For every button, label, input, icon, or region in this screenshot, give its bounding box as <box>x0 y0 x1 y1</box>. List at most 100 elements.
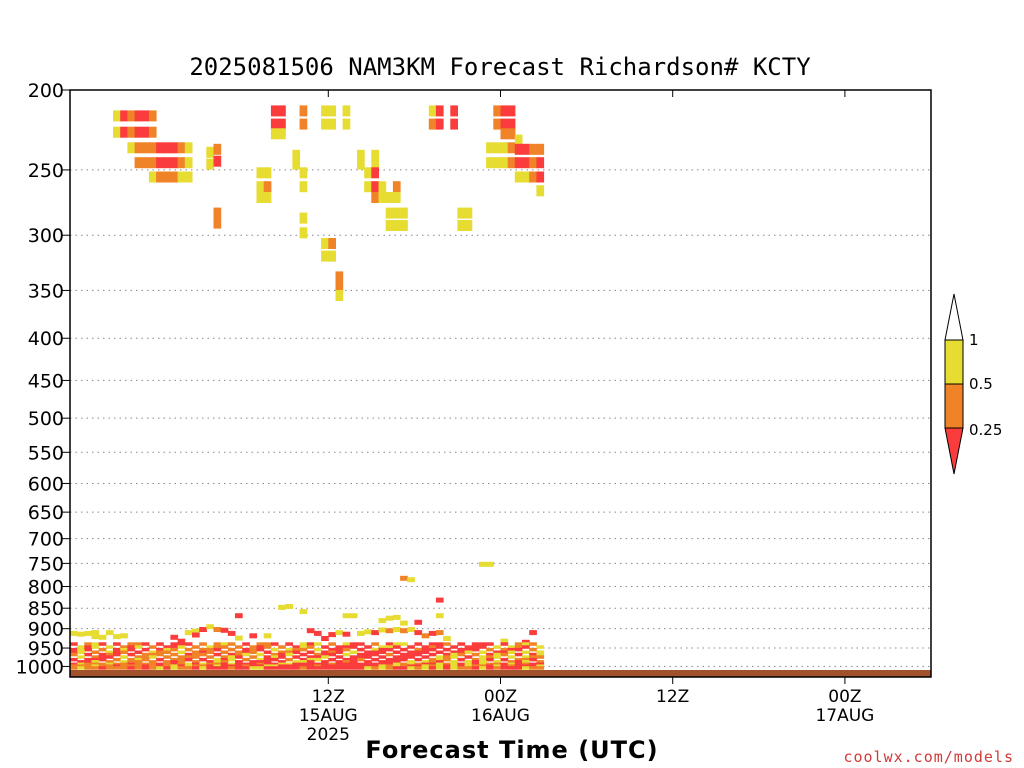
band-cell <box>392 662 401 667</box>
band-cell <box>98 652 107 657</box>
band-cell <box>357 664 365 668</box>
data-cell <box>134 157 143 169</box>
data-cell <box>184 157 193 169</box>
band-cell <box>120 660 128 664</box>
grid-lines <box>70 169 931 667</box>
band-cell <box>206 660 214 664</box>
band-cell <box>378 662 387 667</box>
data-cell <box>148 142 157 154</box>
data-cell <box>435 613 444 619</box>
band-cell <box>400 652 408 657</box>
band-cell <box>385 664 394 668</box>
x-tick-label: 00Z <box>484 687 517 707</box>
y-tick-label: 400 <box>28 328 64 350</box>
data-cell <box>364 629 372 635</box>
band-cell <box>428 652 437 657</box>
band-cell <box>357 655 365 659</box>
band-cell <box>421 655 430 659</box>
band-cell <box>213 645 222 649</box>
data-cell <box>335 271 344 283</box>
y-tick-label: 350 <box>28 280 64 302</box>
data-cell <box>457 220 466 231</box>
data-cell <box>328 250 336 262</box>
data-cell <box>127 142 136 154</box>
band-cell <box>98 655 107 659</box>
band-cell <box>357 666 365 670</box>
band-cell <box>134 655 143 659</box>
band-cell <box>306 660 315 664</box>
band-cell <box>235 660 243 664</box>
data-cell <box>342 105 351 117</box>
data-cell <box>536 143 545 155</box>
band-cell <box>127 645 136 649</box>
data-cell <box>163 157 171 169</box>
band-cell <box>500 647 509 652</box>
data-cell <box>213 143 222 155</box>
data-cell <box>163 171 171 183</box>
band-cell <box>278 652 286 657</box>
band-cell <box>235 650 243 654</box>
band-cell <box>328 664 336 668</box>
data-cell <box>464 220 473 231</box>
band-cell <box>184 642 193 646</box>
band-cell <box>493 650 501 654</box>
band-cell <box>278 650 286 654</box>
band-cell <box>206 666 214 670</box>
band-cell <box>170 666 179 670</box>
band-cell <box>134 645 143 649</box>
band-cell <box>371 650 379 654</box>
data-cell <box>148 126 157 138</box>
band-cell <box>206 650 214 654</box>
data-cell <box>385 220 394 231</box>
data-cell <box>357 158 365 170</box>
band-cell <box>514 645 523 649</box>
band-cell <box>464 650 473 654</box>
data-cell <box>120 110 128 122</box>
band-cell <box>242 666 250 670</box>
band-cell <box>134 666 143 670</box>
band-cell <box>514 660 523 664</box>
y-tick-label: 550 <box>28 442 64 464</box>
data-cell <box>256 167 265 179</box>
band-cell <box>127 652 136 657</box>
data-cell <box>378 181 387 193</box>
data-cell <box>392 181 401 193</box>
band-cell <box>443 655 451 659</box>
band-cell <box>177 650 186 654</box>
data-cell <box>127 110 136 122</box>
band-cell <box>220 642 229 646</box>
y-tick-label: 850 <box>28 598 64 620</box>
data-cell <box>328 118 336 130</box>
data-cell <box>285 604 293 609</box>
band-cell <box>536 655 545 659</box>
band-cell <box>342 662 351 667</box>
band-cell <box>335 647 344 652</box>
data-cell <box>177 157 186 169</box>
band-cell <box>213 660 222 664</box>
band-cell <box>471 664 480 668</box>
data-cell <box>141 157 150 169</box>
data-cell <box>306 628 315 634</box>
band-cell <box>313 655 322 659</box>
data-cell <box>536 157 545 169</box>
band-cell <box>342 657 351 662</box>
data-cell <box>328 105 336 117</box>
band-cell <box>328 642 336 646</box>
band-cell <box>457 652 466 657</box>
band-cell <box>91 655 100 659</box>
band-cell <box>357 642 365 646</box>
data-cell <box>385 207 394 219</box>
band-cell <box>285 662 293 667</box>
band-cell <box>471 662 480 667</box>
y-tick-label: 900 <box>28 619 64 641</box>
band-cell <box>522 660 530 664</box>
band-cell <box>313 642 322 646</box>
data-cell <box>364 181 372 193</box>
data-cell <box>170 634 179 640</box>
data-cell <box>263 192 272 203</box>
data-cell <box>435 597 444 603</box>
band-cell <box>529 655 537 659</box>
band-cell <box>285 666 293 670</box>
data-cell <box>522 143 530 155</box>
